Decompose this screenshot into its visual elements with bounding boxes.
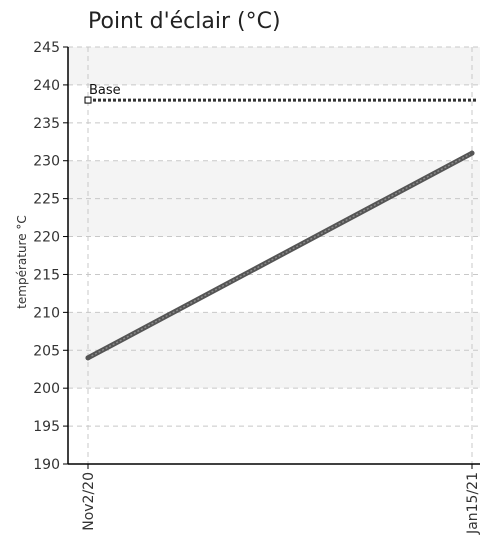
y-tick-label: 215 bbox=[33, 267, 60, 283]
series-line-highlight bbox=[87, 152, 473, 359]
data-point bbox=[85, 355, 91, 361]
chart-title: Point d'éclair (°C) bbox=[88, 9, 281, 34]
plot-band bbox=[68, 122, 480, 161]
series-group bbox=[85, 150, 475, 361]
reference-line-group: Base bbox=[84, 83, 478, 104]
reference-marker bbox=[84, 96, 92, 104]
y-tick-label: 235 bbox=[33, 116, 60, 132]
y-tick-label: 230 bbox=[33, 154, 60, 170]
plot-band bbox=[68, 274, 480, 313]
grid-lines bbox=[68, 46, 480, 464]
plot-band bbox=[68, 312, 480, 351]
y-tick-label: 205 bbox=[33, 343, 60, 359]
plot-band bbox=[68, 160, 480, 199]
y-tick-label: 245 bbox=[33, 40, 60, 56]
plot-band bbox=[68, 84, 480, 123]
x-tick-labels: Nov2/20 Jan15/21 bbox=[81, 472, 481, 535]
x-tick-label: Nov2/20 bbox=[81, 472, 97, 531]
y-tick-label: 195 bbox=[33, 419, 60, 435]
plot-band bbox=[68, 236, 480, 275]
y-tick-label: 225 bbox=[33, 192, 60, 208]
plot-background-bands bbox=[68, 47, 480, 464]
x-tick-label: Jan15/21 bbox=[465, 472, 481, 535]
y-tick-label: 240 bbox=[33, 78, 60, 94]
y-tick-label: 220 bbox=[33, 230, 60, 246]
y-tick-label: 190 bbox=[33, 457, 60, 473]
plot-band bbox=[68, 426, 480, 464]
y-tick-label: 200 bbox=[33, 381, 60, 397]
y-tick-labels: 190 195 200 205 210 215 220 225 230 235 240 245 bbox=[33, 40, 60, 473]
reference-line-label: Base bbox=[89, 83, 121, 98]
data-point bbox=[469, 150, 475, 156]
y-tick-label: 210 bbox=[33, 305, 60, 321]
axes bbox=[63, 46, 480, 469]
plot-band bbox=[68, 388, 480, 427]
plot-band bbox=[68, 350, 480, 389]
plot-band bbox=[68, 47, 480, 85]
plot-band bbox=[68, 198, 480, 237]
y-axis-label: température °C bbox=[15, 215, 29, 309]
